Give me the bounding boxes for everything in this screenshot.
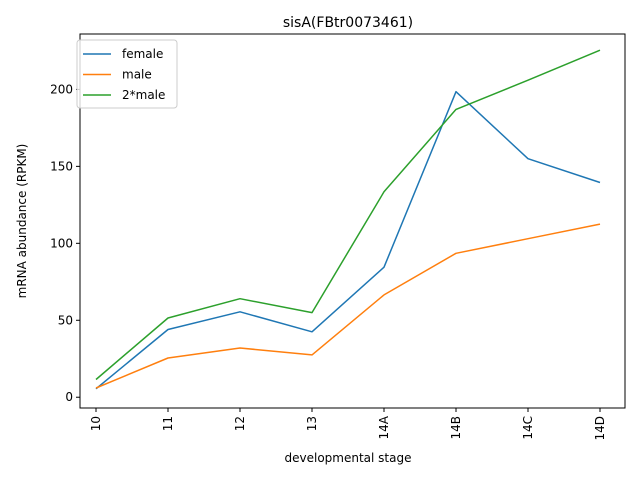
- series-line-2-male: [95, 49, 601, 381]
- x-tick-label: 14D: [593, 416, 607, 441]
- legend: female male 2*male: [76, 39, 178, 109]
- x-tick-label: 10: [89, 416, 103, 431]
- x-tick-label: 14B: [449, 416, 463, 440]
- legend-label: 2*male: [122, 88, 165, 102]
- legend-box: [76, 39, 178, 109]
- plot-frame: [79, 33, 626, 409]
- legend-label: female: [122, 47, 163, 61]
- y-tick-label: 0: [65, 390, 73, 404]
- y-tick-label: 100: [50, 236, 73, 250]
- y-axis-label: mRNA abundance (RPKM): [15, 144, 29, 299]
- y-tick-label: 150: [50, 159, 73, 173]
- series-line-male: [95, 223, 601, 389]
- x-tick-label: 14A: [377, 415, 391, 439]
- y-axis: 0 50 100 150 200: [50, 82, 80, 404]
- legend-label: male: [122, 68, 152, 82]
- x-tick-label: 14C: [521, 416, 535, 440]
- series-layer: [95, 49, 601, 390]
- x-tick-label: 12: [233, 416, 247, 431]
- x-tick-label: 13: [305, 416, 319, 431]
- x-tick-label: 11: [161, 416, 175, 431]
- chart-title: sisA(FBtr0073461): [283, 15, 413, 31]
- x-axis-label: developmental stage: [285, 451, 412, 465]
- x-axis: 10 11 12 13 14A 14B 14C 14D: [89, 408, 607, 441]
- y-tick-label: 50: [58, 313, 73, 327]
- series-line-female: [95, 90, 601, 390]
- y-tick-label: 200: [50, 82, 73, 96]
